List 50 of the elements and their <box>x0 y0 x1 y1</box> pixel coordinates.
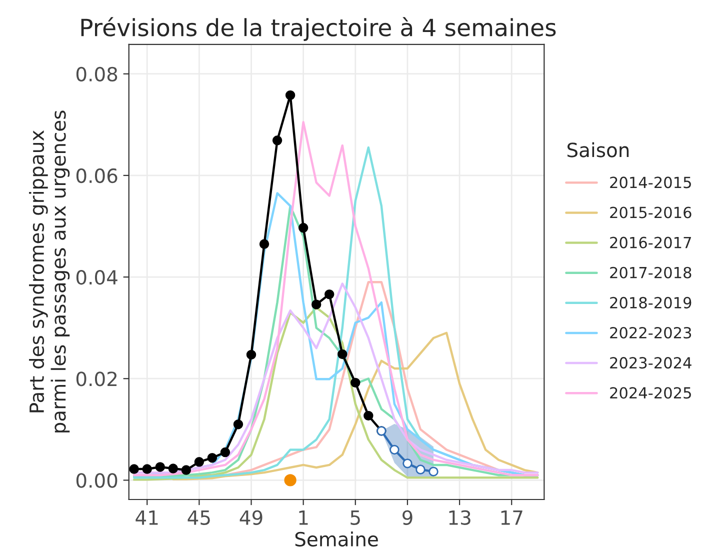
x-axis-title: Semaine <box>295 532 378 547</box>
y-tick-label: 0.08 <box>76 66 118 82</box>
legend-label: 2014-2015 <box>610 176 691 188</box>
y-axis-title: Part des syndromes grippaux parmi les passages aux urgences <box>29 110 70 432</box>
point <box>402 458 412 468</box>
point <box>220 447 230 458</box>
point <box>324 289 334 300</box>
x-tick-label: 17 <box>501 510 522 525</box>
legend-label: 2024-2025 <box>610 387 691 399</box>
legend-label: 2017-2018 <box>610 266 692 278</box>
line-series <box>172 332 539 480</box>
point <box>181 465 192 475</box>
y-tick-label: 0.02 <box>76 372 117 386</box>
point <box>142 464 152 474</box>
point <box>259 239 270 249</box>
x-tick-label: 41 <box>136 510 158 525</box>
point <box>298 222 308 233</box>
legend-label: 2022-2023 <box>610 326 692 339</box>
y-tick-label: 0.00 <box>76 473 118 488</box>
point <box>272 136 282 146</box>
legend-label: 2015-2016 <box>610 206 692 218</box>
point <box>364 410 374 421</box>
point <box>285 90 296 100</box>
point <box>168 464 178 474</box>
point <box>233 419 244 430</box>
point <box>416 464 426 474</box>
chart-title: Prévisions de la trajectoire à 4 semaines <box>81 17 556 41</box>
legend-title: Saison <box>568 142 629 158</box>
point <box>194 457 204 467</box>
point <box>246 350 256 360</box>
point <box>311 300 322 310</box>
point <box>390 444 400 455</box>
y-tick-label: 0.04 <box>76 270 118 285</box>
point <box>129 464 139 474</box>
x-tick-label: 1 <box>299 510 308 525</box>
point <box>338 349 348 360</box>
x-tick-label: 5 <box>350 510 360 525</box>
legend-label: 2018-2019 <box>610 296 692 308</box>
legend-label: 2016-2017 <box>610 236 691 248</box>
y-tick-label: 0.06 <box>76 168 118 184</box>
point <box>428 466 438 476</box>
point <box>350 378 360 388</box>
legend-label: 2023-2024 <box>610 357 692 369</box>
point <box>155 462 165 472</box>
x-tick-label: 45 <box>188 510 210 525</box>
point <box>284 474 296 486</box>
x-tick-label: 9 <box>402 510 412 525</box>
x-tick-label: 13 <box>449 510 470 525</box>
point <box>207 452 218 463</box>
x-tick-label: 49 <box>240 510 262 525</box>
